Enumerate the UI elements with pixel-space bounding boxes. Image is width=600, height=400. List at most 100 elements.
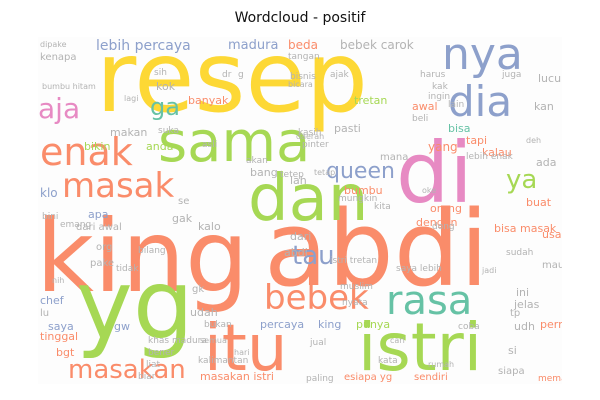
word: kalo <box>198 220 221 233</box>
word: bisa <box>448 122 471 135</box>
word: usaha <box>542 228 562 241</box>
word: klo <box>40 186 58 200</box>
word: yg <box>76 249 194 361</box>
word: mana <box>380 152 409 163</box>
word: saya lebih <box>396 264 442 274</box>
word: bilang <box>138 246 166 256</box>
word: bicara <box>288 80 313 89</box>
word: buat <box>526 196 552 209</box>
word: tretan <box>354 94 388 107</box>
word: oke <box>422 186 437 195</box>
word: punya <box>356 318 391 331</box>
word: jelas <box>514 298 540 311</box>
word: ajak <box>330 70 349 80</box>
wordcloud: resep king abdi yg itu istri di dan sama… <box>38 37 562 384</box>
word: pernah <box>540 318 562 331</box>
word: tetep <box>280 170 304 180</box>
word: kasih <box>298 128 322 138</box>
word: liat <box>146 360 161 370</box>
word: emang <box>60 220 92 230</box>
word: madura <box>228 38 279 53</box>
word: khas madura <box>148 336 207 346</box>
word: nih <box>52 276 65 285</box>
word: chef <box>40 294 64 307</box>
word: kak <box>432 82 448 92</box>
word: dan <box>248 162 369 236</box>
word: bebek carok <box>340 38 414 52</box>
word: queen <box>326 159 395 184</box>
word: se <box>178 196 190 207</box>
word: rasa <box>386 278 473 324</box>
word: tau <box>292 241 335 271</box>
word: nya <box>442 37 523 80</box>
word: jual <box>310 338 327 348</box>
word: sudah <box>506 248 534 258</box>
word: bener <box>148 348 175 358</box>
word: akan <box>246 156 268 166</box>
word: masak <box>62 166 175 206</box>
word: jadi <box>482 266 497 275</box>
word: apa <box>88 208 109 221</box>
word: gw <box>114 320 130 333</box>
word: lebih percaya <box>96 38 191 54</box>
word: kalau <box>482 146 512 159</box>
word: ini <box>516 286 530 299</box>
word: org <box>96 242 113 253</box>
word: itu <box>204 312 288 384</box>
word: lah <box>290 174 307 187</box>
word: sih <box>154 68 167 78</box>
word: juga <box>502 70 522 80</box>
word: dari awal <box>76 222 122 233</box>
word: abdi <box>264 188 489 310</box>
word: anda <box>146 140 174 153</box>
word: resep <box>96 37 368 135</box>
word: kalimantan <box>198 356 249 366</box>
word: ga <box>150 93 180 121</box>
word: rumah <box>428 360 455 369</box>
word: banyak <box>188 94 229 107</box>
word: king <box>38 198 249 315</box>
word: suka <box>158 126 179 136</box>
word: bini <box>42 212 59 222</box>
word: udah <box>190 306 218 319</box>
word: sendiri <box>414 372 448 383</box>
word: dia <box>448 77 513 126</box>
word: dr <box>222 70 232 80</box>
word: paling <box>306 374 334 384</box>
word: dong <box>432 222 455 232</box>
word: bukan <box>204 320 232 330</box>
word: dari <box>290 230 312 243</box>
word: tetap <box>314 168 336 177</box>
word: dengan <box>416 216 458 229</box>
word: harus <box>420 70 446 80</box>
word: bikin <box>84 140 111 153</box>
word: bisnis <box>290 72 316 82</box>
word: beda <box>288 38 318 52</box>
word: tapi <box>466 134 488 147</box>
word: enak <box>40 130 133 174</box>
word: memang <box>538 374 562 384</box>
word: deh <box>526 136 542 145</box>
word: saya <box>48 320 74 333</box>
word: lain <box>448 100 465 110</box>
word: abdi <box>284 246 308 259</box>
word: mau <box>542 260 562 271</box>
word: udh <box>514 320 535 333</box>
word: tidak <box>116 264 139 274</box>
word: pasti <box>334 122 361 135</box>
word: beli <box>412 114 429 124</box>
word: istri tretan <box>330 256 378 266</box>
word: bebek <box>264 278 369 318</box>
word: lebih enak <box>466 152 513 162</box>
word: coba <box>458 322 480 332</box>
word: sama <box>158 110 311 175</box>
word: esiapa yg <box>344 372 393 383</box>
wordcloud-title: Wordcloud - positif <box>234 10 366 26</box>
word: lu <box>40 308 50 319</box>
word: kita <box>374 202 391 212</box>
word: orang <box>430 202 462 215</box>
word: asli <box>202 140 218 150</box>
word: ingin <box>428 92 451 102</box>
word: semua <box>200 336 227 345</box>
word: kata <box>378 356 398 366</box>
